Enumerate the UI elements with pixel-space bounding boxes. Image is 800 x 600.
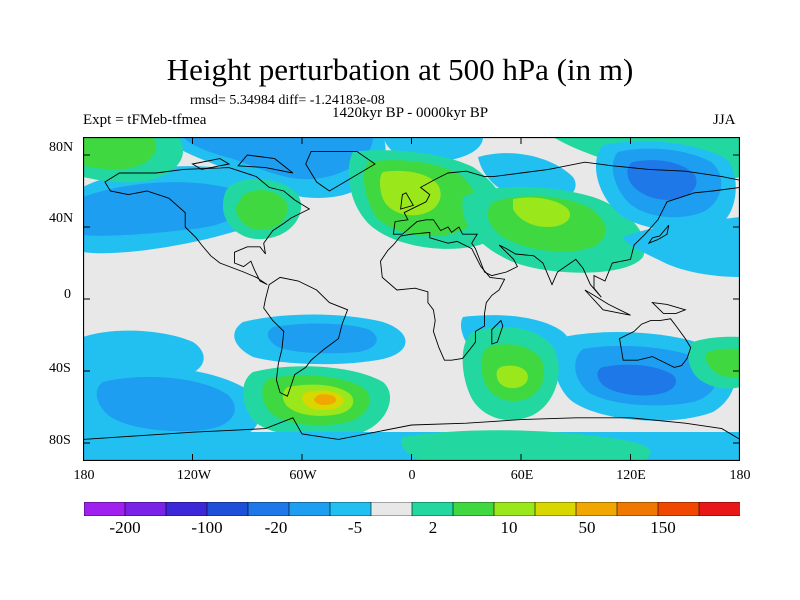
- y-tick-label: 0: [64, 287, 71, 302]
- contour-region: [96, 376, 235, 432]
- colorbar-swatch: [616, 502, 659, 516]
- colorbar-label: -20: [264, 518, 288, 537]
- colorbar-swatch: [698, 502, 740, 516]
- y-tick-label: 80N: [49, 140, 74, 155]
- coastline: [651, 301, 687, 314]
- coastline: [104, 167, 311, 286]
- contour-region: [496, 365, 528, 389]
- colorbar-swatch: [329, 502, 372, 516]
- x-tick-label: 180: [729, 468, 751, 483]
- contour-region: [83, 137, 157, 170]
- x-tick-label: 60W: [289, 468, 317, 483]
- coastline: [305, 150, 376, 192]
- colorbar-swatch: [124, 502, 167, 516]
- colorbar-swatch: [452, 502, 495, 516]
- contour-region: [623, 217, 740, 277]
- colorbar-swatch: [206, 502, 249, 516]
- contour-fills: [83, 137, 740, 461]
- x-tick-label: 180: [73, 468, 95, 483]
- coastline: [191, 158, 231, 170]
- colorbar-label: 150: [650, 518, 676, 537]
- colorbar-swatch: [534, 502, 577, 516]
- coastlines: [83, 150, 740, 461]
- x-tick-label: 0: [408, 468, 416, 483]
- colorbar-label: -100: [191, 518, 223, 537]
- axis-ticks: [83, 137, 740, 461]
- colorbar-label: 2: [428, 518, 438, 537]
- colorbar-swatch: [657, 502, 700, 516]
- contour-region: [597, 364, 677, 396]
- x-tick-label: 120W: [176, 468, 212, 483]
- colorbar-swatch: [247, 502, 290, 516]
- coastline: [237, 154, 294, 174]
- coastline: [392, 161, 740, 298]
- colorbar-swatch: [165, 502, 208, 516]
- colorbar-label: 50: [578, 518, 596, 537]
- colorbar-swatch: [288, 502, 331, 516]
- colorbar-swatch: [370, 502, 413, 516]
- coastline: [491, 319, 504, 345]
- colorbar-swatch: [575, 502, 618, 516]
- x-tick-label: 60E: [510, 468, 534, 483]
- contour-region: [267, 323, 377, 354]
- colorbar-label: -5: [347, 518, 363, 537]
- coastline: [584, 289, 631, 316]
- plot-title: Height perturbation at 500 hPa (in m): [166, 52, 634, 87]
- y-tick-label: 40S: [49, 361, 71, 376]
- experiment-label: Expt = tFMeb-tfmea: [83, 112, 207, 128]
- coastline: [400, 192, 414, 210]
- coastline: [83, 417, 740, 461]
- colorbar-label: -200: [109, 518, 141, 537]
- colorbar-swatch: [493, 502, 536, 516]
- season-label: JJA: [713, 112, 736, 128]
- coastline: [647, 224, 670, 245]
- contour-region: [513, 197, 571, 227]
- coastline: [380, 231, 506, 361]
- x-tick-label: 120E: [616, 468, 646, 483]
- colorbar-label: 10: [500, 518, 518, 537]
- colorbar-swatch: [411, 502, 454, 516]
- coastline: [263, 276, 349, 397]
- map-panel: [83, 137, 740, 461]
- contour-region: [83, 182, 248, 236]
- y-tick-label: 40N: [49, 211, 74, 226]
- colorbar-swatch: [84, 502, 126, 516]
- contour-region: [705, 348, 740, 378]
- contour-region: [401, 430, 651, 461]
- coastline: [618, 318, 692, 368]
- colorbar: [84, 502, 740, 516]
- stats-line: rmsd= 5.34984 diff= -1.24183e-08: [190, 93, 385, 108]
- contour-region: [235, 190, 288, 231]
- period-label: 1420kyr BP - 0000kyr BP: [331, 105, 489, 121]
- y-tick-label: 80S: [49, 433, 71, 448]
- contour-region: [183, 137, 373, 180]
- contour-region: [379, 170, 441, 216]
- contour-region: [314, 394, 337, 405]
- contour-region: [627, 160, 697, 200]
